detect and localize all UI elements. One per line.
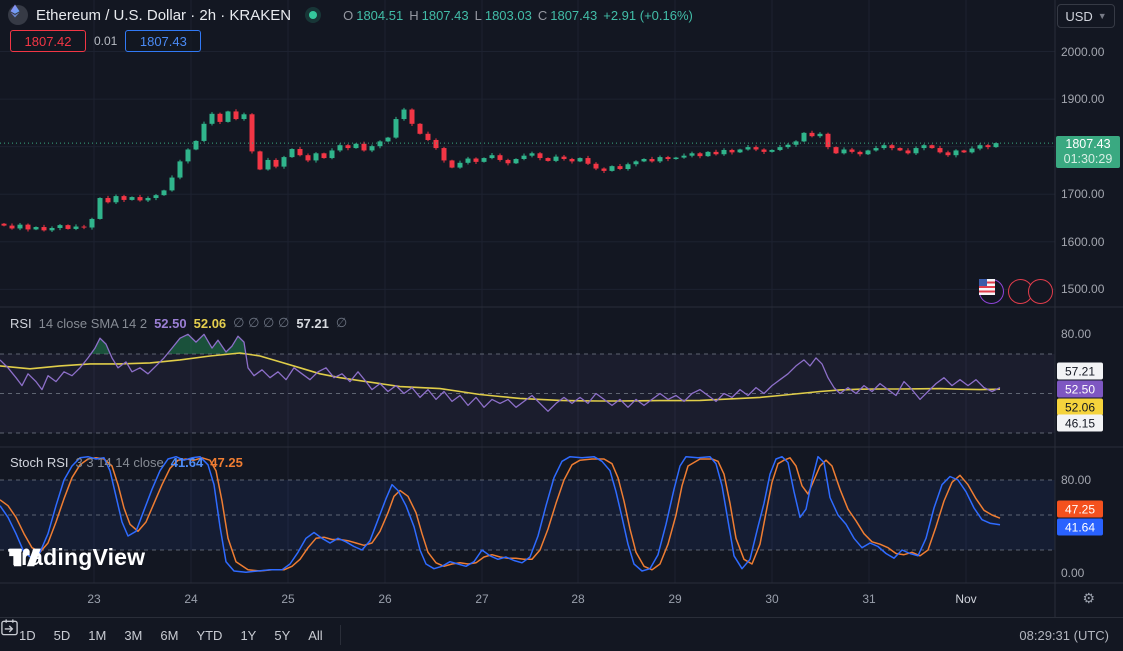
ethereum-logo-icon — [8, 4, 28, 25]
close-label: C — [537, 7, 548, 23]
range-button-6m[interactable]: 6M — [160, 627, 179, 643]
change-value: +2.91 (+0.16%) — [603, 7, 693, 23]
stoch-k-value: 41.64 — [170, 455, 204, 470]
time-tick-label: 28 — [571, 592, 585, 606]
market-icons — [979, 279, 1053, 304]
high-value: 1807.43 — [421, 7, 469, 23]
stoch-title: Stoch RSI — [10, 455, 69, 470]
range-button-5y[interactable]: 5Y — [274, 627, 291, 643]
range-button-1d[interactable]: 1D — [19, 627, 36, 643]
range-button-5d[interactable]: 5D — [53, 627, 71, 643]
chevron-down-icon: ▼ — [1097, 11, 1107, 21]
time-tick-label: 26 — [378, 592, 392, 606]
bar-countdown: 01:30:29 — [1063, 152, 1113, 166]
high-label: H — [409, 7, 419, 23]
clock-utc[interactable]: 08:29:31 (UTC) — [1019, 627, 1109, 643]
symbol-title[interactable]: Ethereum / U.S. Dollar · 2h · KRAKEN — [36, 6, 292, 24]
range-button-ytd[interactable]: YTD — [196, 627, 223, 643]
open-value: 1804.51 — [356, 7, 404, 23]
timezone-gear-icon[interactable]: ⚙ — [1082, 590, 1095, 606]
rsi-hidden-value-last: ∅ — [335, 315, 348, 330]
range-button-3m[interactable]: 3M — [124, 627, 143, 643]
low-label: L — [474, 7, 482, 23]
symbol-header: Ethereum / U.S. Dollar · 2h · KRAKEN O 18… — [8, 4, 693, 26]
chart-canvas[interactable] — [0, 0, 1123, 617]
stoch-rsi-legend[interactable]: Stoch RSI 3 3 14 14 close 41.64 47.25 — [10, 455, 243, 470]
rsi-value: 52.50 — [154, 315, 187, 331]
current-price-badge: 1807.43 01:30:29 — [1056, 136, 1120, 168]
low-value: 1803.03 — [484, 7, 532, 23]
time-tick-label: 27 — [475, 592, 489, 606]
stoch-d-value: 47.25 — [210, 455, 243, 470]
toolbar-divider — [339, 625, 341, 645]
currency-dropdown[interactable]: USD ▼ — [1057, 4, 1115, 28]
time-tick-label: 23 — [87, 592, 101, 606]
time-tick-label: 25 — [281, 592, 295, 606]
time-tick-label: 24 — [184, 592, 198, 606]
rsi-sma-value: 52.06 — [193, 315, 227, 331]
go-to-date-button[interactable] — [1, 619, 361, 638]
spread-value: 0.01 — [94, 34, 118, 48]
bottom-toolbar: 1D 5D 1M 3M 6M YTD 1Y 5Y All 08:29:31 (UTC) — [0, 617, 1123, 651]
time-scale[interactable]: ⚙ 23 24 25 26 27 28 29 30 31 Nov — [0, 584, 1123, 617]
range-button-1m[interactable]: 1M — [88, 627, 107, 643]
market-status-icon[interactable] — [305, 7, 322, 23]
rsi-title: RSI — [10, 315, 32, 331]
rsi-extra-value: 57.21 — [296, 315, 329, 331]
rsi-hidden-values: ∅ ∅ ∅ ∅ — [233, 315, 290, 330]
time-tick-label: 31 — [862, 592, 876, 606]
rsi-params: 14 close SMA 14 2 — [38, 315, 148, 331]
rsi-legend[interactable]: RSI 14 close SMA 14 2 52.50 52.06 ∅ ∅ ∅ … — [10, 315, 347, 331]
time-tick-label: Nov — [955, 592, 977, 606]
date-range-buttons: 1D 5D 1M 3M 6M YTD 1Y 5Y All — [0, 624, 332, 647]
time-tick-label: 30 — [765, 592, 779, 606]
stoch-params: 3 3 14 14 close — [75, 455, 164, 470]
bid-ask-row: 1807.42 0.01 1807.43 — [10, 30, 202, 52]
bid-button[interactable]: 1807.42 — [10, 30, 86, 52]
range-button-1y[interactable]: 1Y — [240, 627, 257, 643]
tradingview-logo-icon — [9, 548, 41, 567]
ohlc-values: O 1804.51 H 1807.43 L 1803.03 C 1807.43 +2.9… — [343, 8, 693, 23]
time-tick-label: 29 — [668, 592, 682, 606]
range-button-all[interactable]: All — [308, 627, 323, 643]
ask-button[interactable]: 1807.43 — [125, 30, 202, 52]
calendar-arrow-icon — [1, 619, 18, 636]
us-market-flag-icon-2[interactable] — [979, 279, 1053, 304]
current-price-value: 1807.43 — [1065, 137, 1111, 151]
close-value: 1807.43 — [550, 7, 598, 23]
tradingview-watermark: TradingView — [8, 544, 145, 571]
currency-label: USD — [1065, 8, 1093, 24]
open-label: O — [343, 7, 354, 23]
